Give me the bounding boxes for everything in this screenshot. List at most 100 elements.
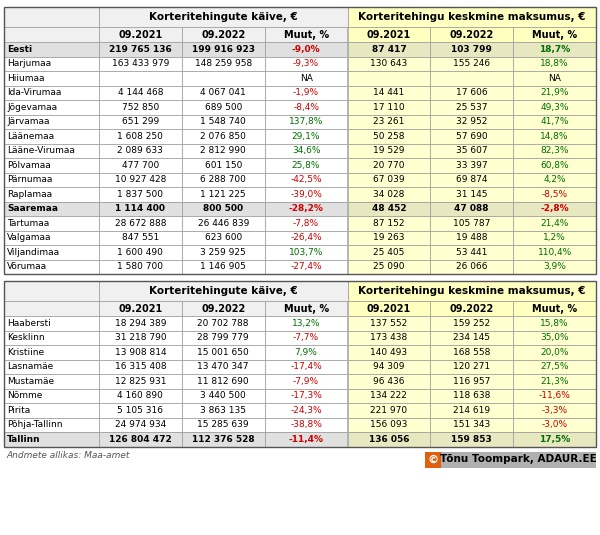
Bar bbox=[4, 114, 99, 129]
Text: -42,5%: -42,5% bbox=[290, 175, 322, 184]
Text: 4,2%: 4,2% bbox=[543, 175, 566, 184]
Text: Valgamaa: Valgamaa bbox=[7, 233, 52, 242]
Text: 110,4%: 110,4% bbox=[538, 248, 572, 257]
Bar bbox=[513, 42, 596, 57]
Text: 1,2%: 1,2% bbox=[543, 233, 566, 242]
Text: -27,4%: -27,4% bbox=[290, 262, 322, 271]
Text: 20,0%: 20,0% bbox=[541, 348, 569, 357]
Bar bbox=[99, 71, 182, 86]
Bar bbox=[4, 432, 99, 447]
Text: 41,7%: 41,7% bbox=[541, 117, 569, 126]
Bar bbox=[99, 143, 182, 158]
Text: 19 263: 19 263 bbox=[373, 233, 404, 242]
Bar bbox=[182, 374, 265, 388]
Text: Eesti: Eesti bbox=[7, 45, 32, 54]
Text: 2 076 850: 2 076 850 bbox=[200, 132, 246, 141]
Bar bbox=[99, 301, 182, 316]
Bar bbox=[347, 331, 430, 345]
Text: 16 315 408: 16 315 408 bbox=[115, 362, 166, 371]
Text: 3,9%: 3,9% bbox=[543, 262, 566, 271]
Text: 151 343: 151 343 bbox=[453, 421, 490, 429]
Bar bbox=[99, 403, 182, 417]
Bar bbox=[99, 259, 182, 274]
Text: 35,0%: 35,0% bbox=[540, 333, 569, 342]
Bar bbox=[4, 301, 99, 316]
Text: -3,3%: -3,3% bbox=[542, 406, 568, 415]
Text: 1 121 225: 1 121 225 bbox=[200, 190, 246, 198]
Text: 09.2021: 09.2021 bbox=[367, 303, 411, 314]
Text: 752 850: 752 850 bbox=[122, 103, 159, 112]
Bar bbox=[4, 331, 99, 345]
Text: 09.2021: 09.2021 bbox=[118, 303, 163, 314]
Text: Pirita: Pirita bbox=[7, 406, 30, 415]
Bar bbox=[4, 216, 99, 231]
Bar bbox=[182, 331, 265, 345]
Text: 214 619: 214 619 bbox=[453, 406, 490, 415]
Text: 26 446 839: 26 446 839 bbox=[197, 219, 249, 228]
Bar bbox=[347, 129, 430, 143]
Text: 623 600: 623 600 bbox=[205, 233, 242, 242]
Bar bbox=[430, 27, 513, 42]
Text: 09.2022: 09.2022 bbox=[201, 303, 245, 314]
Bar bbox=[4, 245, 99, 259]
Text: 103 799: 103 799 bbox=[451, 45, 492, 54]
Text: -7,7%: -7,7% bbox=[293, 333, 319, 342]
Bar bbox=[347, 345, 430, 360]
Bar bbox=[430, 42, 513, 57]
Text: 112 376 528: 112 376 528 bbox=[192, 435, 254, 444]
Text: 25 090: 25 090 bbox=[373, 262, 404, 271]
Text: -38,8%: -38,8% bbox=[290, 421, 322, 429]
Text: -28,2%: -28,2% bbox=[289, 204, 323, 213]
Text: -11,4%: -11,4% bbox=[289, 435, 323, 444]
Text: Läänemaa: Läänemaa bbox=[7, 132, 54, 141]
Text: -11,6%: -11,6% bbox=[539, 391, 571, 400]
Text: -8,4%: -8,4% bbox=[293, 103, 319, 112]
Text: 27,5%: 27,5% bbox=[541, 362, 569, 371]
Bar bbox=[430, 202, 513, 216]
Bar bbox=[182, 231, 265, 245]
Bar bbox=[4, 417, 99, 432]
Text: Põlvamaa: Põlvamaa bbox=[7, 160, 51, 170]
Bar bbox=[99, 281, 347, 301]
Bar bbox=[430, 187, 513, 202]
Text: 173 438: 173 438 bbox=[370, 333, 407, 342]
Text: 105 787: 105 787 bbox=[453, 219, 490, 228]
Bar bbox=[182, 403, 265, 417]
Text: Muut, %: Muut, % bbox=[532, 303, 577, 314]
Bar bbox=[513, 231, 596, 245]
Bar bbox=[4, 259, 99, 274]
Text: 09.2022: 09.2022 bbox=[201, 29, 245, 40]
Bar bbox=[347, 301, 430, 316]
Bar bbox=[4, 281, 99, 301]
Bar bbox=[4, 71, 99, 86]
Text: 137,8%: 137,8% bbox=[289, 117, 323, 126]
Bar bbox=[425, 452, 441, 468]
Text: 15,8%: 15,8% bbox=[540, 319, 569, 328]
Bar bbox=[4, 388, 99, 403]
Text: Muut, %: Muut, % bbox=[284, 303, 329, 314]
Text: 1 548 740: 1 548 740 bbox=[200, 117, 246, 126]
Text: -24,3%: -24,3% bbox=[290, 406, 322, 415]
Text: 25 537: 25 537 bbox=[456, 103, 487, 112]
Text: 29,1%: 29,1% bbox=[292, 132, 320, 141]
Text: 159 252: 159 252 bbox=[453, 319, 490, 328]
Bar bbox=[513, 216, 596, 231]
Bar bbox=[265, 129, 347, 143]
Bar bbox=[265, 187, 347, 202]
Text: 17,5%: 17,5% bbox=[539, 435, 570, 444]
Text: Pärnumaa: Pärnumaa bbox=[7, 175, 52, 184]
Bar bbox=[513, 403, 596, 417]
Text: 847 551: 847 551 bbox=[122, 233, 159, 242]
Text: Võrumaa: Võrumaa bbox=[7, 262, 47, 271]
Bar bbox=[4, 360, 99, 374]
Text: 17 606: 17 606 bbox=[456, 88, 488, 97]
Text: 31 145: 31 145 bbox=[456, 190, 487, 198]
Text: 21,9%: 21,9% bbox=[541, 88, 569, 97]
Text: Korteritehingute käive, €: Korteritehingute käive, € bbox=[149, 286, 298, 296]
Bar bbox=[182, 417, 265, 432]
Bar bbox=[265, 100, 347, 114]
Bar bbox=[99, 158, 182, 172]
Text: 18,7%: 18,7% bbox=[539, 45, 570, 54]
Bar bbox=[182, 216, 265, 231]
Text: 48 452: 48 452 bbox=[371, 204, 406, 213]
